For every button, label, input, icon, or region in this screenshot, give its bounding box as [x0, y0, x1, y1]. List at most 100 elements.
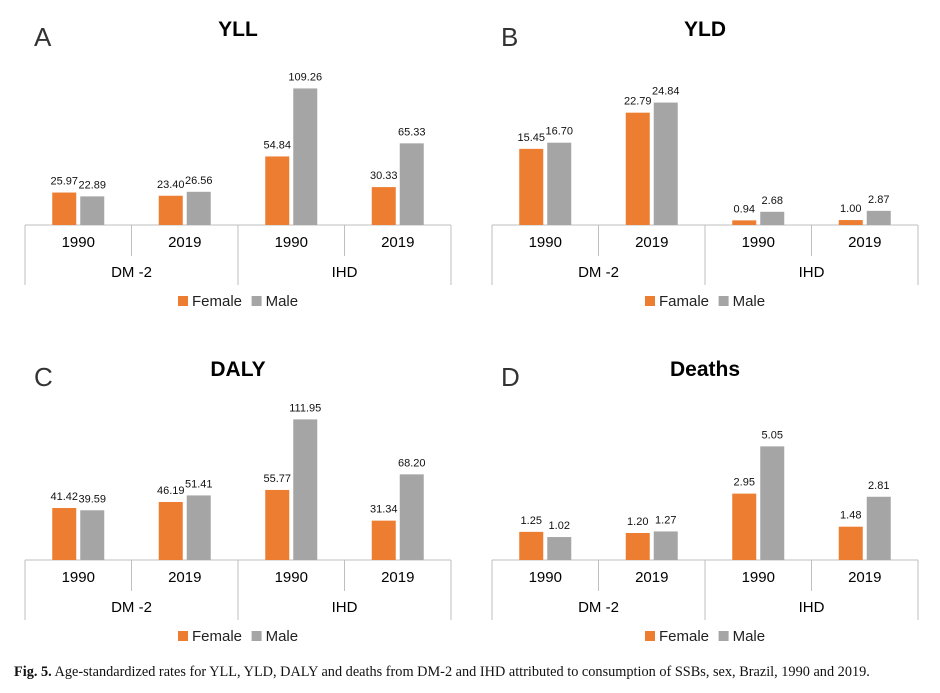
bar-male — [760, 446, 785, 560]
data-label: 22.79 — [624, 96, 652, 108]
chart-title: YLL — [218, 18, 258, 41]
legend-label-male: Male — [266, 628, 299, 645]
data-label: 109.26 — [288, 71, 322, 83]
tick-label: 1990 — [742, 234, 775, 251]
chart-panel-d: D Deaths 1.25 1.02 1990 1.20 1.27 2019 2.95 5.05 1… — [491, 358, 919, 645]
tick-label: 1990 — [275, 234, 308, 251]
bar-female — [519, 148, 544, 225]
group-label: DM -2 — [578, 599, 619, 616]
bar-female — [52, 192, 77, 225]
group-label: IHD — [799, 264, 825, 281]
data-label: 2.95 — [734, 477, 755, 489]
group-label: IHD — [332, 599, 358, 616]
bar-female — [52, 507, 77, 560]
data-label: 30.33 — [370, 170, 398, 182]
data-label: 2.81 — [868, 480, 889, 492]
tick-label: 1990 — [529, 569, 562, 586]
panel-letter: C — [34, 362, 53, 392]
data-label: 111.95 — [289, 402, 321, 414]
legend-label-female: Famale — [659, 293, 709, 310]
bar-male — [399, 474, 424, 560]
data-label: 15.45 — [517, 132, 545, 144]
legend-label-female: Female — [192, 628, 242, 645]
bar-male — [653, 102, 678, 225]
tick-label: 2019 — [848, 234, 881, 251]
panel-letter: D — [501, 362, 520, 392]
data-label: 46.19 — [157, 485, 185, 497]
data-label: 22.89 — [78, 179, 106, 191]
tick-label: 2019 — [168, 569, 201, 586]
bar-female — [265, 156, 290, 225]
bar-female — [371, 520, 396, 560]
data-label: 1.27 — [655, 514, 676, 526]
chart-panel-a: A YLL 25.97 22.89 1990 23.40 26.56 2019 54.84 109… — [24, 18, 452, 310]
data-label: 68.20 — [398, 457, 426, 469]
bar-female — [265, 489, 290, 560]
legend-swatch-female — [645, 631, 655, 641]
bar-male — [399, 143, 424, 225]
legend-swatch-female — [178, 631, 188, 641]
data-label: 55.77 — [263, 473, 291, 485]
data-label: 26.56 — [185, 175, 213, 187]
group-label: DM -2 — [578, 264, 619, 281]
panel-letter: A — [34, 22, 52, 52]
data-label: 24.84 — [652, 86, 680, 98]
legend-swatch-female — [178, 296, 188, 306]
data-label: 5.05 — [762, 429, 783, 441]
tick-label: 2019 — [168, 234, 201, 251]
data-label: 2.68 — [762, 195, 783, 207]
legend-swatch-female — [645, 296, 655, 306]
data-label: 0.94 — [734, 203, 755, 215]
data-label: 1.20 — [627, 516, 648, 528]
data-label: 25.97 — [50, 176, 78, 188]
bar-male — [293, 419, 318, 560]
bar-male — [293, 88, 318, 225]
panel-letter: B — [501, 22, 518, 52]
figure-caption: Fig. 5. Age-standardized rates for YLL, … — [14, 664, 934, 681]
bar-female — [625, 533, 650, 560]
data-label: 1.02 — [549, 520, 570, 532]
legend-label-male: Male — [733, 628, 766, 645]
bar-female — [158, 195, 183, 225]
data-label: 1.00 — [840, 203, 861, 215]
data-label: 2.87 — [868, 194, 889, 206]
legend-label-female: Female — [192, 293, 242, 310]
data-label: 41.42 — [50, 491, 78, 503]
legend-label-male: Male — [266, 293, 299, 310]
bar-male — [186, 495, 211, 560]
data-label: 31.34 — [370, 504, 398, 516]
bar-male — [547, 142, 572, 225]
bar-male — [186, 191, 211, 225]
tick-label: 1990 — [62, 234, 95, 251]
bar-female — [838, 220, 863, 225]
legend-label-female: Female — [659, 628, 709, 645]
tick-label: 1990 — [529, 234, 562, 251]
chart-title: Deaths — [670, 358, 740, 381]
data-label: 1.25 — [521, 515, 542, 527]
caption-text: Age-standardized rates for YLL, YLD, DAL… — [54, 664, 870, 680]
data-label: 23.40 — [157, 179, 185, 191]
group-label: IHD — [332, 264, 358, 281]
data-label: 39.59 — [78, 493, 106, 505]
bar-male — [866, 210, 891, 225]
group-label: DM -2 — [111, 599, 152, 616]
bar-male — [80, 510, 105, 560]
bar-female — [158, 501, 183, 560]
bar-male — [653, 531, 678, 560]
tick-label: 2019 — [381, 569, 414, 586]
legend-swatch-male — [718, 631, 729, 641]
tick-label: 2019 — [635, 569, 668, 586]
tick-label: 1990 — [275, 569, 308, 586]
chart-title: DALY — [210, 358, 265, 381]
bar-female — [838, 526, 863, 560]
bar-male — [866, 496, 891, 560]
group-label: IHD — [799, 599, 825, 616]
bar-female — [625, 112, 650, 225]
chart-title: YLD — [684, 18, 726, 41]
bar-female — [519, 531, 544, 560]
bar-female — [732, 220, 757, 225]
tick-label: 2019 — [381, 234, 414, 251]
